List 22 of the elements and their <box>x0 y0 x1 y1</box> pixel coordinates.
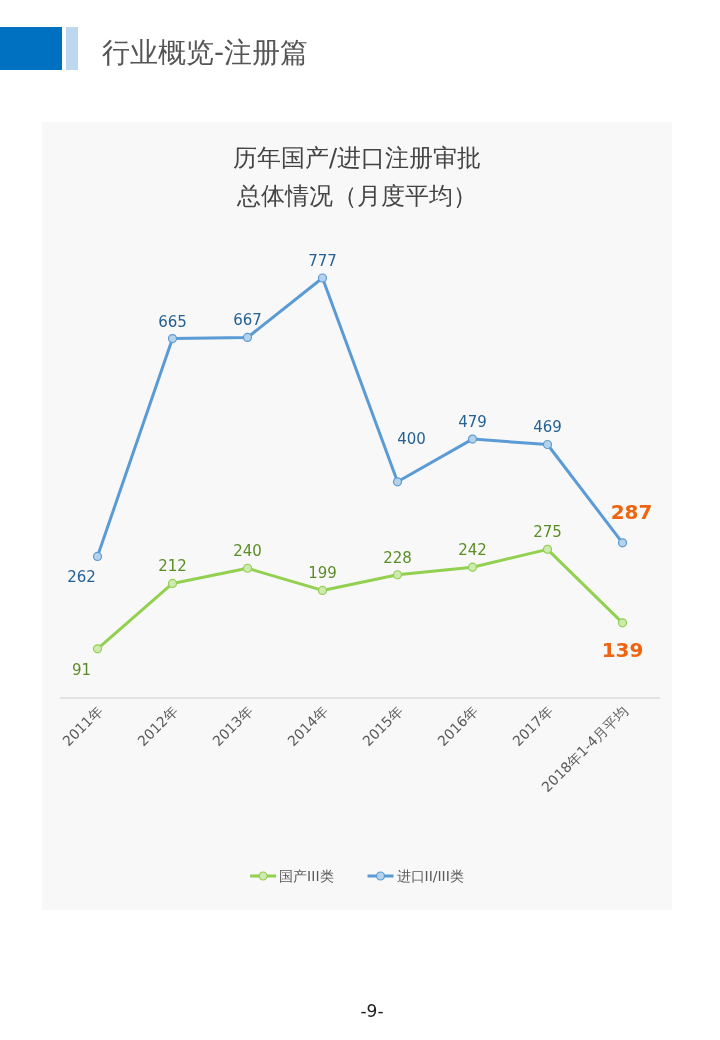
annotation: 287 <box>610 499 653 524</box>
value-label: 275 <box>533 523 562 542</box>
value-label: 240 <box>233 542 262 561</box>
annotation: 139 <box>601 637 644 662</box>
legend-label: 国产III类 <box>279 868 334 884</box>
value-label: 199 <box>308 564 337 583</box>
title: 行业概览-注册篇 <box>102 36 309 69</box>
annotation: -9- <box>360 1001 384 1021</box>
value-label: 262 <box>67 568 96 587</box>
value-label: 242 <box>458 541 487 560</box>
value-label: 665 <box>158 312 187 331</box>
value-label: 469 <box>533 418 562 437</box>
value-label: 228 <box>383 548 412 567</box>
subtitle: 历年国产/进口注册审批 <box>232 144 482 172</box>
value-label: 479 <box>458 413 487 432</box>
value-label: 777 <box>308 252 337 270</box>
value-label: 91 <box>71 660 92 679</box>
value-label: 212 <box>158 557 187 576</box>
legend-label: 进口II/III类 <box>396 868 464 884</box>
value-label: 667 <box>233 311 262 330</box>
value-label: 400 <box>397 429 426 448</box>
subtitle: 总体情况（月度平均） <box>237 182 477 210</box>
